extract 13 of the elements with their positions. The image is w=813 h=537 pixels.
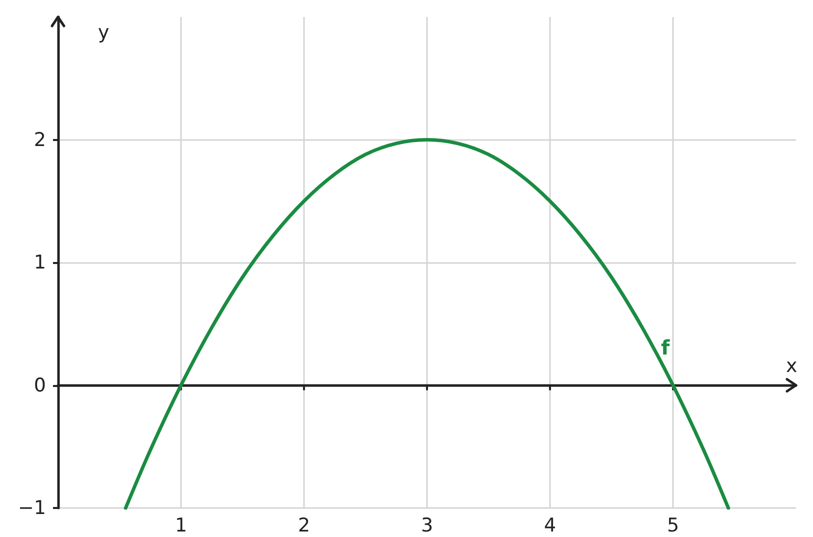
y-tick-label: 0 bbox=[34, 374, 46, 396]
x-tick-label: 1 bbox=[174, 514, 188, 536]
y-tick-label: −1 bbox=[18, 497, 46, 519]
y-tick-label: 1 bbox=[34, 252, 46, 274]
x-tick-label: 3 bbox=[420, 514, 434, 536]
line-series bbox=[124, 138, 730, 510]
y-axis-title: y bbox=[98, 22, 110, 44]
x-tick-label: 5 bbox=[666, 514, 680, 536]
x-tick-label: 2 bbox=[298, 514, 310, 536]
x-axis-title: x bbox=[786, 354, 798, 377]
series-label: f bbox=[661, 335, 670, 360]
y-tick-label: 2 bbox=[34, 128, 46, 151]
x-tick-label: 4 bbox=[544, 514, 556, 536]
